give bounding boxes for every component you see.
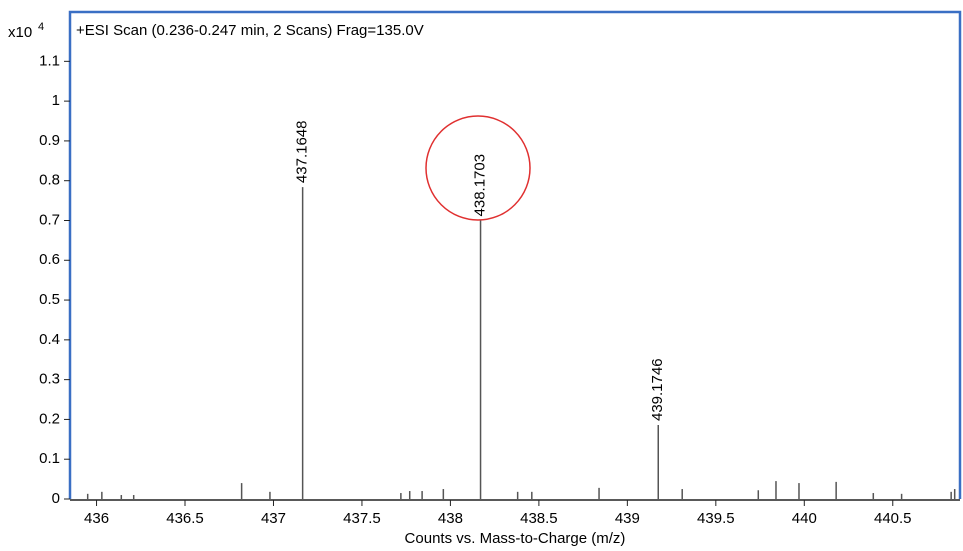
y-tick-label: 0.9	[39, 132, 60, 149]
y-tick-label: 1.1	[39, 52, 60, 69]
x-tick-label: 439	[615, 510, 640, 527]
y-multiplier: x10	[8, 24, 32, 41]
y-tick-label: 0	[52, 490, 60, 507]
y-tick-label: 0.5	[39, 291, 60, 308]
y-multiplier-exponent: 4	[38, 21, 44, 33]
y-tick-label: 0.3	[39, 371, 60, 388]
x-tick-label: 440.5	[874, 510, 912, 527]
y-tick-label: 1	[52, 92, 60, 109]
peak-label: 439.1746	[649, 358, 666, 421]
y-tick-label: 0.8	[39, 172, 60, 189]
x-tick-label: 437.5	[343, 510, 381, 527]
x-tick-label: 438.5	[520, 510, 558, 527]
x-tick-label: 438	[438, 510, 463, 527]
y-tick-label: 0.2	[39, 410, 60, 427]
x-tick-label: 436.5	[166, 510, 204, 527]
x-tick-label: 436	[84, 510, 109, 527]
x-axis-label: Counts vs. Mass-to-Charge (m/z)	[405, 530, 626, 547]
chart-title: +ESI Scan (0.236-0.247 min, 2 Scans) Fra…	[76, 22, 424, 39]
y-tick-label: 0.6	[39, 251, 60, 268]
x-tick-label: 437	[261, 510, 286, 527]
x-tick-label: 440	[792, 510, 817, 527]
y-tick-label: 0.4	[39, 331, 60, 348]
x-tick-label: 439.5	[697, 510, 735, 527]
y-tick-label: 0.1	[39, 450, 60, 467]
peak-label: 438.1703	[472, 154, 489, 217]
highlight-circle	[425, 115, 531, 221]
peak-label: 437.1648	[294, 120, 311, 183]
plot-frame	[68, 10, 962, 499]
y-tick-label: 0.7	[39, 211, 60, 228]
